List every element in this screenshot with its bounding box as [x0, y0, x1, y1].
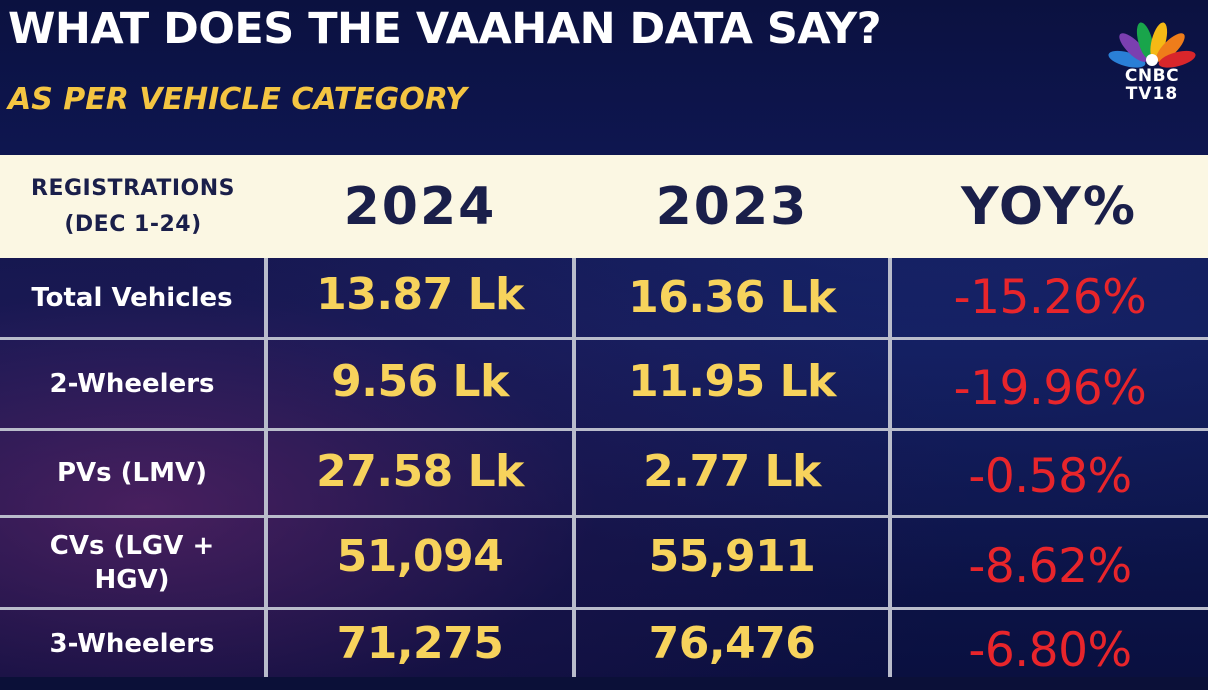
table-cell: -6.80%	[892, 610, 1208, 690]
table-cell: 16.36 Lk	[576, 258, 888, 337]
year-2024-header: 2024	[343, 176, 497, 237]
table-row-label: 2-Wheelers	[0, 340, 264, 428]
row-label-pvs: PVs (LMV)	[56, 458, 208, 488]
value-2023: 16.36 Lk	[628, 272, 836, 323]
row-label-cvs-line1: CVs (LGV +	[49, 530, 215, 561]
row-label-cvs-line2: HGV)	[94, 564, 170, 595]
value-yoy: -0.58%	[968, 448, 1132, 504]
value-yoy: -8.62%	[968, 538, 1132, 594]
logo-cnbc-text: CNBC	[1124, 66, 1180, 86]
table-cell: -15.26%	[892, 258, 1208, 337]
table-cell: 76,476	[576, 610, 888, 677]
divider-horizontal	[0, 607, 1208, 610]
divider-vertical	[264, 258, 268, 677]
peacock-icon	[1108, 22, 1196, 68]
value-2024: 71,275	[336, 618, 504, 669]
row-label-3-wheelers: 3-Wheelers	[49, 628, 215, 659]
header: WHAT DOES THE VAAHAN DATA SAY? AS PER VE…	[0, 0, 1208, 155]
divider-vertical	[572, 258, 576, 677]
table-row-label: CVs (LGV + HGV)	[0, 518, 264, 607]
value-2023: 55,911	[648, 530, 816, 582]
column-header-yoy: YOY%	[890, 155, 1208, 258]
date-range-label: (DEC 1-24)	[64, 211, 202, 237]
table-cell: 27.58 Lk	[268, 431, 572, 511]
table-cell: -8.62%	[892, 518, 1208, 614]
table-row-label: Total Vehicles	[0, 258, 264, 337]
value-2023: 2.77 Lk	[643, 445, 821, 497]
value-2023: 11.95 Lk	[628, 355, 836, 407]
table-cell: 9.56 Lk	[268, 340, 572, 422]
divider-vertical	[888, 258, 892, 677]
value-2024: 51,094	[336, 530, 504, 582]
value-yoy: -15.26%	[953, 270, 1147, 325]
table-row-label: PVs (LMV)	[0, 431, 264, 515]
value-yoy: -6.80%	[968, 622, 1132, 678]
yoy-header: YOY%	[961, 176, 1137, 237]
divider-horizontal	[0, 337, 1208, 340]
registrations-label: REGISTRATIONS	[31, 175, 235, 201]
column-header-registrations: REGISTRATIONS (DEC 1-24)	[0, 155, 266, 258]
column-header-2024: 2024	[266, 155, 574, 258]
divider-horizontal	[0, 515, 1208, 518]
year-2023-header: 2023	[655, 176, 809, 237]
value-2024: 13.87 Lk	[316, 268, 524, 320]
table-cell: 55,911	[576, 518, 888, 594]
table-cell: 13.87 Lk	[268, 258, 572, 330]
value-yoy: -19.96%	[953, 360, 1147, 416]
table-cell: 11.95 Lk	[576, 340, 888, 422]
table-cell: 51,094	[268, 518, 572, 594]
value-2023: 76,476	[648, 618, 816, 669]
table-cell: 71,275	[268, 610, 572, 677]
table-row-label: 3-Wheelers	[0, 610, 264, 677]
logo-tv18-text: TV18	[1125, 84, 1179, 104]
divider-horizontal	[0, 428, 1208, 431]
value-2024: 27.58 Lk	[316, 445, 524, 497]
cnbc-tv18-logo: CNBC TV18	[1106, 20, 1198, 110]
row-label-2-wheelers: 2-Wheelers	[49, 369, 215, 399]
row-label-total-vehicles: Total Vehicles	[31, 282, 233, 313]
value-2024: 9.56 Lk	[331, 355, 509, 407]
table-cell: 2.77 Lk	[576, 431, 888, 511]
table-cell: -19.96%	[892, 340, 1208, 436]
page-title: WHAT DOES THE VAAHAN DATA SAY?	[8, 4, 882, 54]
page-subtitle: AS PER VEHICLE CATEGORY	[8, 82, 467, 117]
column-header-2023: 2023	[574, 155, 890, 258]
table-cell: -0.58%	[892, 431, 1208, 521]
